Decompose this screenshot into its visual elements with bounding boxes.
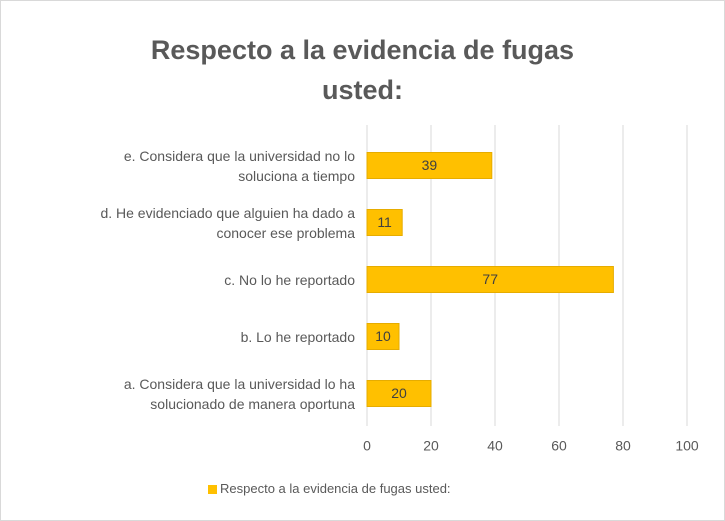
- x-tick-label: 40: [487, 438, 503, 454]
- data-label: 10: [375, 328, 391, 344]
- x-tick-label: 20: [423, 438, 439, 454]
- y-tick-label: c. No lo he reportado: [224, 271, 355, 288]
- data-label: 39: [422, 157, 438, 173]
- bar: [366, 266, 614, 293]
- y-tick-label: d. He evidenciado que alguien ha dado a …: [100, 204, 355, 241]
- x-tick-label: 0: [363, 438, 371, 454]
- bar: [366, 323, 400, 350]
- y-tick-label: a. Considera que la universidad lo ha so…: [123, 375, 355, 412]
- legend-swatch: [208, 485, 217, 494]
- bar: [366, 380, 432, 407]
- y-tick-label: b. Lo he reportado: [240, 328, 355, 345]
- bar: [366, 152, 493, 179]
- data-label: 20: [391, 385, 407, 401]
- legend-label: Respecto a la evidencia de fugas usted:: [220, 481, 451, 496]
- data-label: 77: [482, 271, 498, 287]
- bar: [366, 209, 403, 236]
- data-label: 11: [377, 214, 392, 230]
- x-tick-label: 60: [551, 438, 567, 454]
- y-tick-label: e. Considera que la universidad no lo so…: [123, 147, 355, 184]
- chart-title: Respecto a la evidencia de fugas usted:: [150, 35, 575, 105]
- x-tick-label: 100: [675, 438, 699, 454]
- x-tick-label: 80: [615, 438, 631, 454]
